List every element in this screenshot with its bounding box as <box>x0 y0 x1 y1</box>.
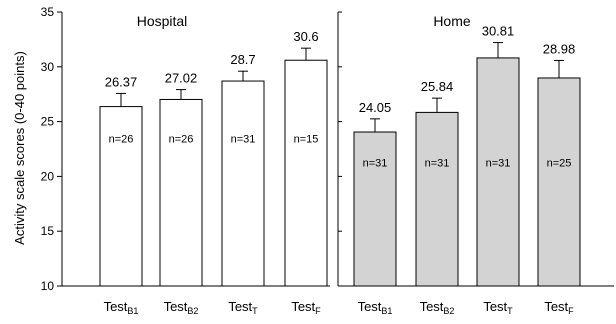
bar <box>476 57 520 287</box>
category-label: TestB2 <box>164 299 199 316</box>
data-label: 26.37 <box>105 74 138 89</box>
data-label: 25.84 <box>421 79 454 94</box>
n-label: n=31 <box>486 158 511 170</box>
data-label: 30.81 <box>482 24 515 39</box>
n-label: n=25 <box>547 158 572 170</box>
y-tick-label: 35 <box>41 5 55 19</box>
y-tick-label: 25 <box>41 115 55 129</box>
category-label: TestT <box>228 299 258 316</box>
category-label: TestB1 <box>104 299 139 316</box>
category-label: TestB1 <box>358 299 393 316</box>
bar <box>353 131 397 287</box>
bar <box>537 77 581 287</box>
y-tick-label: 30 <box>41 60 55 74</box>
y-tick-label: 15 <box>41 224 55 238</box>
y-axis-label: Activity scale scores (0-40 points) <box>12 51 27 245</box>
data-label: 27.02 <box>165 71 198 86</box>
y-tick-label: 20 <box>41 169 55 183</box>
data-label: 24.05 <box>359 100 392 115</box>
n-label: n=31 <box>363 158 388 170</box>
bars <box>99 42 581 287</box>
bar <box>284 59 328 287</box>
data-label: 28.7 <box>230 52 255 67</box>
bar <box>221 80 265 287</box>
n-label: n=26 <box>169 133 194 145</box>
labels: Hospital 26.37 n=26 TestB1 27.02 n=26 TestB2 28… <box>104 13 576 316</box>
n-label: n=31 <box>231 133 256 145</box>
group-title: Hospital <box>137 13 188 29</box>
group-title: Home <box>433 13 471 29</box>
bar <box>99 106 143 287</box>
data-label: 28.98 <box>543 41 576 56</box>
category-label: TestT <box>483 299 513 316</box>
category-label: TestF <box>291 299 321 316</box>
category-label: TestB2 <box>420 299 455 316</box>
y-tick-label: 10 <box>41 279 55 293</box>
bar <box>415 111 459 287</box>
n-label: n=31 <box>425 158 450 170</box>
n-label: n=26 <box>109 133 134 145</box>
data-label: 30.6 <box>293 29 318 44</box>
category-label: TestF <box>544 299 574 316</box>
n-label: n=15 <box>294 133 319 145</box>
bar <box>159 98 203 287</box>
